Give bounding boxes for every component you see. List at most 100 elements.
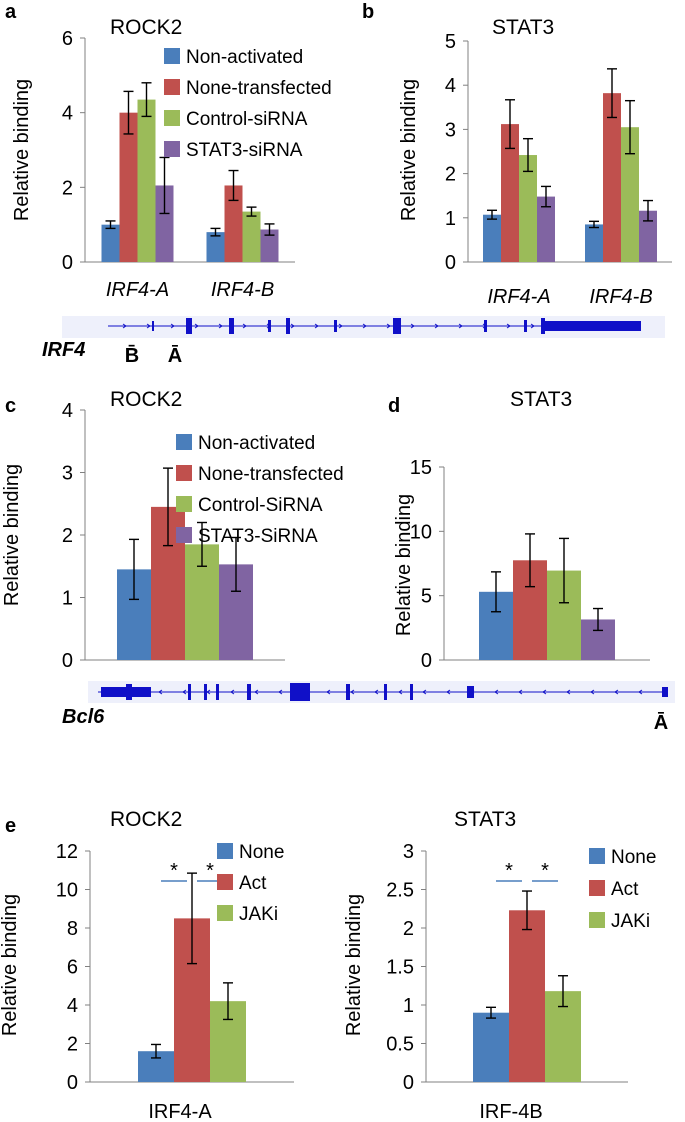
legend-swatch xyxy=(176,434,192,450)
y-axis-label: Relative binding xyxy=(0,894,21,1036)
y-tick-label: 8 xyxy=(67,918,78,940)
strand-arrow xyxy=(362,323,367,329)
irf4-exon xyxy=(541,318,545,334)
y-tick-label: 3 xyxy=(403,841,414,863)
bar xyxy=(242,211,261,262)
strand-arrow xyxy=(398,689,403,695)
strand-arrow xyxy=(230,689,235,695)
chart-title: STAT3 xyxy=(510,388,572,411)
strand-arrow xyxy=(410,323,415,329)
bar xyxy=(639,210,657,262)
chart-title: ROCK2 xyxy=(110,388,182,411)
legend-label: JAKi xyxy=(611,911,650,932)
legend-swatch xyxy=(176,465,192,481)
irf4-exon xyxy=(286,318,290,334)
strand-arrow xyxy=(434,323,439,329)
bar xyxy=(224,185,243,262)
legend-swatch xyxy=(217,905,233,921)
y-tick-label: 2.5 xyxy=(386,880,414,902)
y-tick-label: 0 xyxy=(421,650,432,672)
legend-label: STAT3-siRNA xyxy=(186,140,303,161)
bcl6-exon xyxy=(410,684,413,700)
strand-arrow xyxy=(386,323,391,329)
strand-arrow xyxy=(590,689,595,695)
y-tick-label: 0 xyxy=(62,650,73,672)
y-tick-label: 2 xyxy=(403,918,414,940)
legend-swatch xyxy=(217,874,233,890)
significance-star: * xyxy=(541,860,549,882)
strand-arrow xyxy=(614,689,619,695)
irf4-exon xyxy=(484,320,487,332)
legend-swatch xyxy=(589,848,605,864)
legend-label: Act xyxy=(611,879,639,900)
irf4-exon-terminal xyxy=(545,321,641,331)
legend-swatch xyxy=(164,110,180,126)
irf4-gene-label: IRF4 xyxy=(42,339,85,361)
bcl6-exon xyxy=(346,684,350,700)
y-tick-label: 4 xyxy=(62,103,73,125)
bar xyxy=(260,229,279,262)
legend-label: None xyxy=(611,847,656,868)
bar xyxy=(621,127,639,262)
y-tick-label: 5 xyxy=(445,31,456,53)
y-tick-label: 5 xyxy=(421,586,432,608)
bar xyxy=(101,224,120,262)
bcl6-gene-track: Bcl6 Ā xyxy=(62,681,675,734)
bar xyxy=(519,155,537,262)
chart-panel-e: e ROCK2 Relative binding 0 2 4 6 8 10 12 IRF4-A * * N… xyxy=(0,808,294,1122)
strand-arrow xyxy=(170,323,175,329)
legend-swatch xyxy=(176,527,192,543)
y-tick-label: 10 xyxy=(56,880,78,902)
x-category-label: IRF4-B xyxy=(211,279,274,301)
panel-letter: a xyxy=(5,1,17,23)
bar xyxy=(119,112,138,263)
y-tick-label: 3 xyxy=(62,463,73,485)
bar xyxy=(155,185,174,262)
bar xyxy=(501,124,519,262)
irf4-gene-track: IRF4 B̄ Ā xyxy=(42,316,665,367)
x-category-label: IRF4-A xyxy=(106,279,169,301)
significance-star: * xyxy=(206,860,214,882)
x-category-label: IRF4-A xyxy=(487,286,550,308)
y-tick-label: 6 xyxy=(67,957,78,979)
strand-arrow xyxy=(314,323,319,329)
legend-label: STAT3-SiRNA xyxy=(198,526,318,547)
y-tick-label: 12 xyxy=(56,841,78,863)
chart-panel-b: b STAT3 Relative binding 0 1 2 3 4 5 IRF4-A IRF4-B xyxy=(362,1,672,308)
irf4-exon xyxy=(393,318,401,334)
legend-label: None-transfected xyxy=(198,464,344,485)
irf4-exon xyxy=(524,320,527,332)
significance-star: * xyxy=(170,860,178,882)
bcl6-site-a-label: Ā xyxy=(654,712,668,734)
strand-arrow xyxy=(350,689,355,695)
y-tick-label: 1 xyxy=(403,995,414,1017)
legend-label: None-transfected xyxy=(186,78,332,99)
y-tick-label: 4 xyxy=(62,400,73,422)
y-tick-label: 2 xyxy=(67,1034,78,1056)
x-category-label: IRF4-B xyxy=(589,286,652,308)
y-tick-label: 0 xyxy=(62,252,73,274)
y-axis-label: Relative binding xyxy=(11,79,33,221)
irf4-exon xyxy=(152,321,154,331)
irf4-exon xyxy=(334,320,337,332)
strand-arrow xyxy=(446,689,451,695)
bar xyxy=(537,196,555,262)
bar xyxy=(585,224,603,262)
legend-swatch xyxy=(164,79,180,95)
bcl6-exon xyxy=(662,687,668,697)
bcl6-exon xyxy=(216,684,219,700)
irf4-exon xyxy=(186,318,192,334)
y-tick-label: 0 xyxy=(445,252,456,274)
bcl6-exon xyxy=(126,684,132,700)
y-axis-label: Relative binding xyxy=(393,494,415,636)
panel-letter: c xyxy=(5,395,16,417)
irf4-exon xyxy=(229,318,234,334)
legend-swatch xyxy=(589,880,605,896)
y-tick-label: 4 xyxy=(445,75,456,97)
x-category-label: IRF4-A xyxy=(148,1101,212,1122)
bcl6-exon xyxy=(467,686,474,698)
y-tick-label: 2 xyxy=(62,177,73,199)
strand-arrow xyxy=(338,323,343,329)
legend-label: Act xyxy=(239,873,267,894)
